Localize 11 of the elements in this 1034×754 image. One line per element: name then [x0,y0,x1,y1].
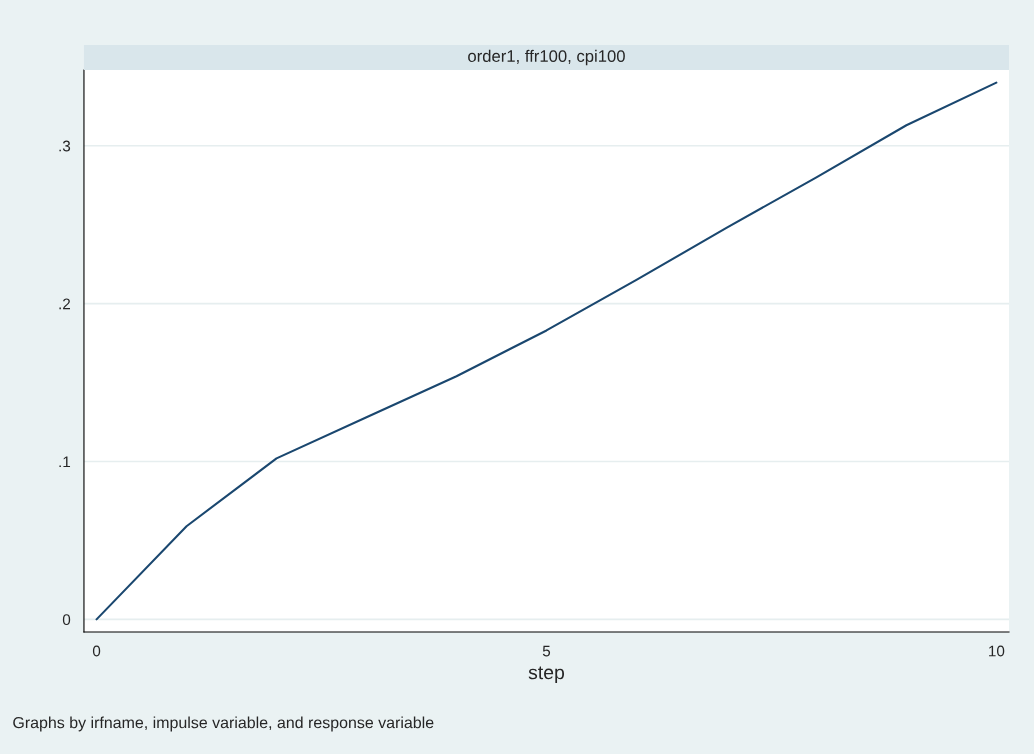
x-axis-title: step [528,666,565,684]
text: Graphs by irfname, impulse variable, and response variable [13,716,434,732]
line-series [95,81,998,621]
y-tick-label: .1 [59,456,71,468]
x-tick-label: 10 [989,645,1005,657]
x-tick-label: 0 [92,645,101,657]
y-tick-label: .2 [59,298,70,310]
y-tick-label: .3 [59,140,71,152]
x-tick-label: 5 [542,645,551,657]
y-tick-label: 0 [62,614,71,626]
chart-title: order1, ffr100, cpi100 [468,49,625,66]
